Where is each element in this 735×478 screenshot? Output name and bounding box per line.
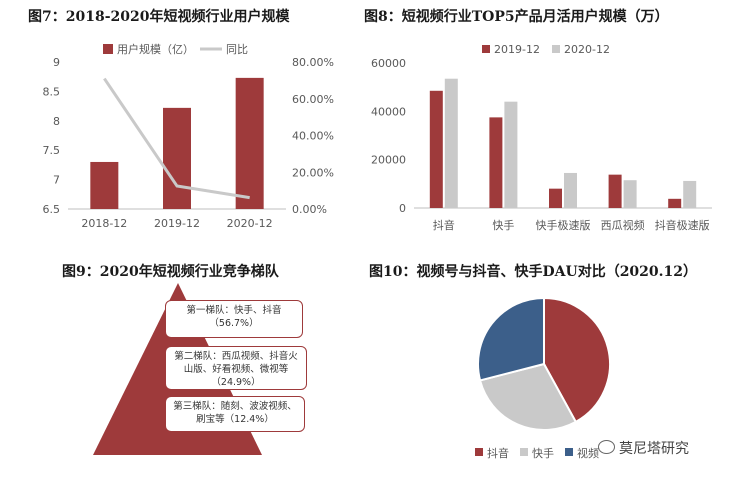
fig7-legend-label-line: 同比 bbox=[226, 43, 248, 56]
fig8-x-tick: 快手极速版 bbox=[536, 218, 591, 232]
fig10-legend-swatch bbox=[520, 448, 528, 456]
fig8-y-tick: 40000 bbox=[371, 105, 406, 118]
fig8-bar bbox=[444, 78, 458, 208]
fig7-y-right-tick: 20.00% bbox=[292, 166, 334, 179]
fig7-y-left-tick: 7 bbox=[53, 174, 60, 187]
fig8-y-tick: 20000 bbox=[371, 154, 406, 167]
fig9-title: 图9：2020年短视频行业竞争梯队 bbox=[62, 264, 279, 280]
watermark-text: 莫尼塔研究 bbox=[619, 441, 689, 457]
fig10-legend-label: 抖音 bbox=[487, 446, 509, 460]
fig7-legend-label-bar: 用户规模（亿） bbox=[117, 42, 194, 56]
fig10-legend-swatch bbox=[565, 448, 573, 456]
fig8-x-tick: 抖音 bbox=[433, 218, 455, 232]
tier-2-label: 第二梯队：西瓜视频、抖音火山版、好看视频、微视等（24.9%） bbox=[165, 346, 307, 390]
tier-1-label: 第一梯队：快手、抖音（56.7%） bbox=[165, 300, 303, 338]
fig7-bar bbox=[235, 77, 264, 209]
fig8-x-tick: 西瓜视频 bbox=[601, 218, 645, 232]
fig8-x-tick: 快手 bbox=[492, 218, 514, 232]
fig8-y-tick: 0 bbox=[399, 202, 406, 215]
fig7-x-tick: 2018-12 bbox=[81, 217, 127, 230]
fig8-bar bbox=[668, 198, 682, 208]
fig7-y-right-tick: 0.00% bbox=[292, 203, 327, 216]
fig8-bar bbox=[504, 101, 518, 208]
fig8-legend-swatch bbox=[482, 45, 490, 53]
fig7-title: 图7：2018-2020年短视频行业用户规模 bbox=[28, 9, 290, 25]
fig7-legend-swatch-bar bbox=[103, 44, 113, 54]
fig8-title: 图8：短视频行业TOP5产品月活用户规模（万） bbox=[364, 9, 669, 25]
fig7-y-left-tick: 6.5 bbox=[43, 203, 61, 216]
fig7-y-right-tick: 60.00% bbox=[292, 93, 334, 106]
fig7-yoy-line bbox=[103, 77, 250, 200]
fig7-x-tick: 2020-12 bbox=[227, 217, 273, 230]
fig8-bar bbox=[623, 180, 637, 208]
wechat-icon bbox=[598, 440, 615, 454]
fig8-bar bbox=[564, 172, 577, 208]
fig7-bar bbox=[163, 107, 191, 209]
fig7-x-tick: 2019-12 bbox=[154, 217, 200, 230]
fig8-bar bbox=[549, 188, 562, 208]
fig8-legend-label: 2019-12 bbox=[494, 43, 540, 56]
fig10-legend-label: 快手 bbox=[532, 446, 554, 460]
fig8-bar bbox=[489, 117, 503, 208]
fig7-y-left-tick: 9 bbox=[53, 56, 60, 69]
fig10-legend-label: 视频 bbox=[577, 446, 599, 460]
fig7-y-right-tick: 80.00% bbox=[292, 56, 334, 69]
fig8-bar bbox=[608, 174, 622, 208]
fig7-y-right-tick: 40.00% bbox=[292, 130, 334, 143]
fig7-y-left-tick: 8.5 bbox=[43, 85, 61, 98]
watermark: 莫尼塔研究 bbox=[598, 438, 689, 458]
fig10-title: 图10：视频号与抖音、快手DAU对比（2020.12） bbox=[369, 264, 698, 280]
fig7-y-left-tick: 8 bbox=[53, 115, 60, 128]
fig8-legend-label: 2020-12 bbox=[564, 43, 610, 56]
fig8-legend-swatch bbox=[552, 45, 560, 53]
fig8-bar bbox=[429, 90, 443, 208]
fig10-legend-swatch bbox=[475, 448, 483, 456]
fig8-bar bbox=[683, 180, 697, 208]
tier-3-label: 第三梯队：随刻、波波视频、刷宝等（12.4%） bbox=[165, 396, 305, 432]
fig10-pie-slice bbox=[477, 296, 545, 382]
fig7-y-left-tick: 7.5 bbox=[43, 144, 61, 157]
fig10-pie-slice bbox=[543, 296, 611, 424]
fig7-bar bbox=[90, 161, 119, 209]
fig8-x-tick: 抖音极速版 bbox=[655, 218, 710, 232]
fig10-pie-slice bbox=[478, 362, 578, 431]
fig8-y-tick: 60000 bbox=[371, 57, 406, 70]
